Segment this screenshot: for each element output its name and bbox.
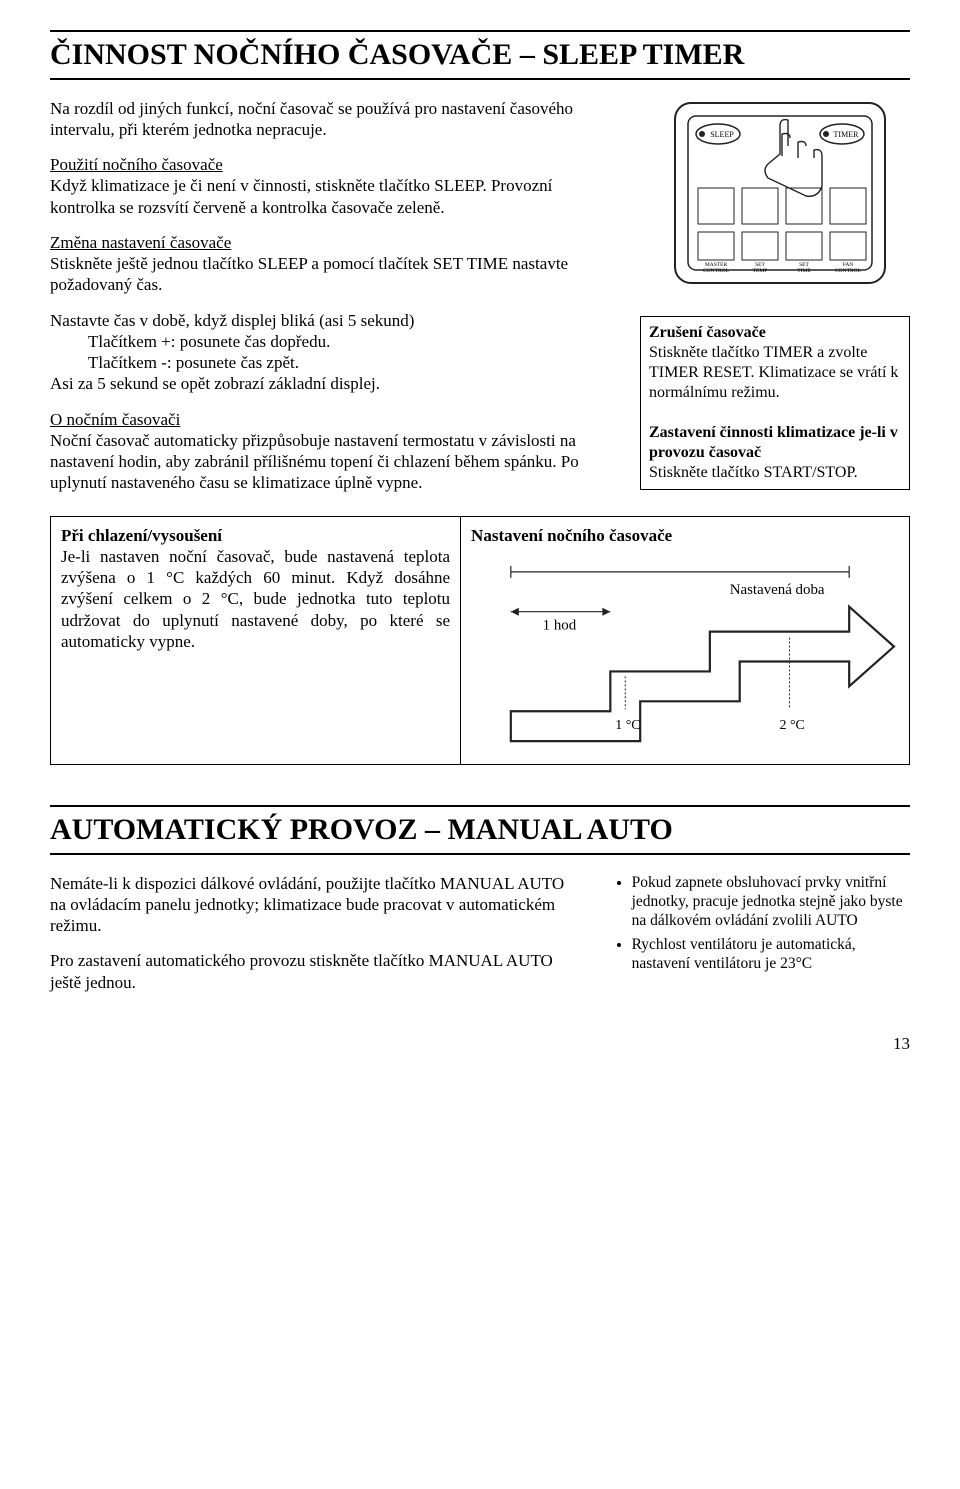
page-number: 13: [50, 1033, 910, 1054]
usage-body: Když klimatizace je či není v činnosti, …: [50, 176, 552, 216]
svg-text:CONTROL: CONTROL: [703, 268, 730, 274]
change-head: Změna nastavení časovače: [50, 232, 620, 253]
cooling-diagram-box: Při chlazení/vysoušení Je-li nastaven no…: [50, 516, 910, 766]
settime-lead: Nastavte čas v době, když displej bliká …: [50, 310, 620, 331]
page-title-1: ČINNOST NOČNÍHO ČASOVAČE – SLEEP TIMER: [50, 30, 910, 80]
page-title-2: AUTOMATICKÝ PROVOZ – MANUAL AUTO: [50, 805, 910, 855]
about-head: O nočním časovači: [50, 409, 620, 430]
about-body: Noční časovač automaticky přizpůsobuje n…: [50, 431, 579, 493]
timer-diagram: Nastavená doba 1 hod 1 °C 2 °C: [471, 552, 899, 751]
diagram-head: Nastavení nočního časovače: [471, 526, 672, 545]
cancel-body: Stiskněte tlačítko TIMER a zvolte TIMER …: [649, 344, 898, 401]
svg-text:TEMP: TEMP: [753, 268, 768, 274]
intro-text: Na rozdíl od jiných funkcí, noční časova…: [50, 98, 620, 141]
stop-body: Stiskněte tlačítko START/STOP.: [649, 464, 858, 481]
settime-minus: Tlačítkem -: posunete čas zpět.: [50, 352, 620, 373]
remote-illustration: SLEEP TIMER MASTER CONTROL SET TEMP SET …: [670, 98, 890, 288]
cancel-head: Zrušení časovače: [649, 323, 901, 343]
stop-head: Zastavení činnosti klimatizace je-li v p…: [649, 423, 901, 463]
diagram-one-hour: 1 hod: [543, 617, 577, 633]
usage-head: Použití nočního časovače: [50, 154, 620, 175]
remote-sleep-label: SLEEP: [710, 130, 734, 139]
settime-tail: Asi za 5 sekund se opět zobrazí základní…: [50, 373, 620, 394]
remote-timer-label: TIMER: [834, 130, 860, 139]
cooling-head: Při chlazení/vysoušení: [61, 526, 222, 545]
side-box: Zrušení časovače Stiskněte tlačítko TIME…: [640, 316, 910, 490]
diagram-set-time: Nastavená doba: [730, 582, 825, 598]
settime-plus: Tlačítkem +: posunete čas dopředu.: [50, 331, 620, 352]
change-body: Stiskněte ještě jednou tlačítko SLEEP a …: [50, 254, 568, 294]
svg-text:CONTROL: CONTROL: [835, 268, 862, 274]
auto-p1: Nemáte-li k dispozici dálkové ovládání, …: [50, 873, 584, 937]
auto-p2: Pro zastavení automatického provozu stis…: [50, 950, 584, 993]
cooling-body: Je-li nastaven noční časovač, bude nasta…: [61, 547, 450, 651]
diagram-deg2: 2 °C: [780, 718, 805, 733]
svg-text:TIME: TIME: [797, 268, 811, 274]
diagram-deg1: 1 °C: [615, 718, 640, 733]
auto-bullet-2: Rychlost ventilátoru je automatická, nas…: [632, 935, 910, 974]
auto-bullet-1: Pokud zapnete obsluhovací prvky vnitřní …: [632, 873, 910, 931]
